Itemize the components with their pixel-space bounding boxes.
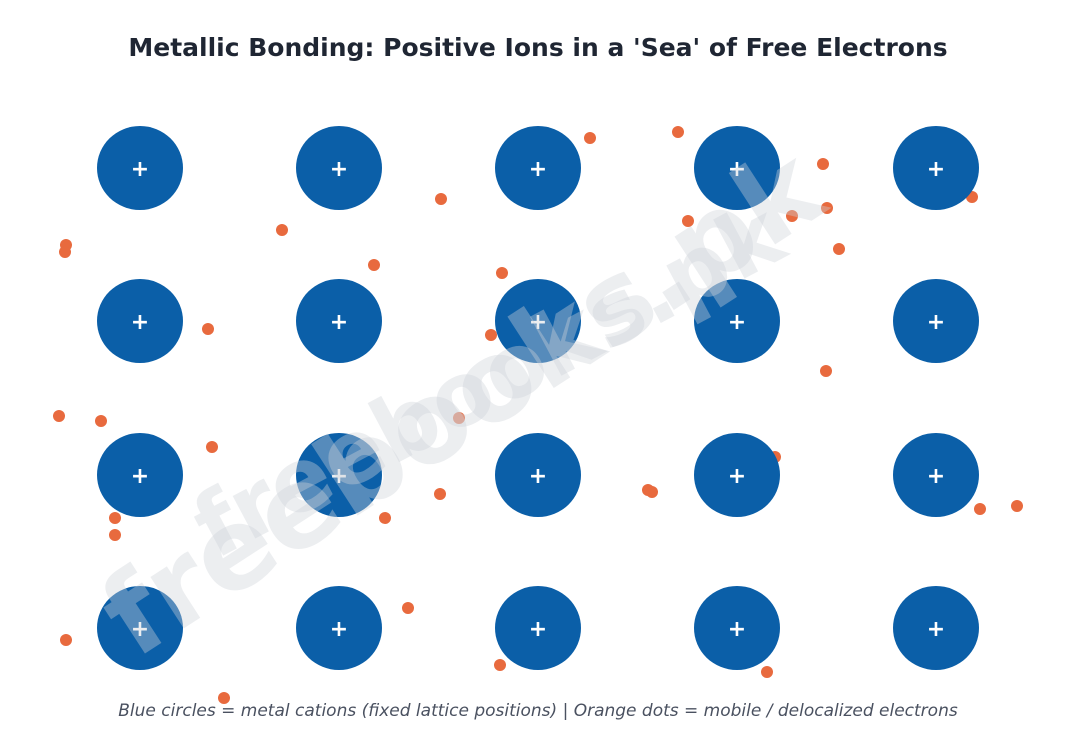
- plus-sign: +: [728, 157, 746, 182]
- electron-dot-2: [59, 246, 71, 258]
- cation-circle: [694, 279, 780, 363]
- cation-2-2: +: [296, 279, 382, 363]
- cation-circle: [296, 433, 382, 517]
- cation-circle: [694, 586, 780, 670]
- plus-sign: +: [927, 464, 945, 489]
- cation-3-5: +: [893, 433, 979, 517]
- electron-dot-3: [276, 224, 288, 236]
- cation-circle: [893, 586, 979, 670]
- electron-dot-32: [60, 634, 72, 646]
- electron-dot-18: [53, 410, 65, 422]
- electron-dot-17: [820, 365, 832, 377]
- cation-4-1: +: [97, 586, 183, 670]
- cation-circle: [495, 586, 581, 670]
- plus-sign: +: [529, 464, 547, 489]
- plus-sign: +: [728, 617, 746, 642]
- plus-sign: +: [330, 617, 348, 642]
- cation-2-1: +: [97, 279, 183, 363]
- cation-lattice: + + + + + + + + + + + + + + + + + + + +: [97, 126, 979, 670]
- electron-sea: [53, 126, 1023, 704]
- electron-dot-20: [453, 412, 465, 424]
- electron-dot-11: [833, 243, 845, 255]
- plus-sign: +: [529, 157, 547, 182]
- cation-circle: [893, 433, 979, 517]
- cation-circle: [893, 126, 979, 210]
- electron-dot-31: [402, 602, 414, 614]
- electron-dot-21: [206, 441, 218, 453]
- cation-circle: [495, 279, 581, 363]
- cation-circle: [97, 433, 183, 517]
- electron-dot-26: [379, 512, 391, 524]
- electron-dot-13: [368, 259, 380, 271]
- plus-sign: +: [131, 464, 149, 489]
- electron-dot-8: [817, 158, 829, 170]
- electron-dot-5: [584, 132, 596, 144]
- plus-sign: +: [330, 157, 348, 182]
- plus-sign: +: [330, 464, 348, 489]
- electron-dot-24: [646, 486, 658, 498]
- electron-dot-27: [109, 512, 121, 524]
- electron-dot-30: [1011, 500, 1023, 512]
- cation-circle: [495, 126, 581, 210]
- electron-dot-7: [682, 215, 694, 227]
- cation-circle: [495, 433, 581, 517]
- cation-3-2: +: [296, 433, 382, 517]
- cation-circle: [97, 586, 183, 670]
- plus-sign: +: [330, 310, 348, 335]
- electron-dot-33: [494, 659, 506, 671]
- cation-circle: [694, 433, 780, 517]
- cation-4-2: +: [296, 586, 382, 670]
- electron-dot-28: [109, 529, 121, 541]
- cation-circle: [296, 126, 382, 210]
- cation-1-4: +: [694, 126, 780, 210]
- cation-4-5: +: [893, 586, 979, 670]
- plus-sign: +: [131, 157, 149, 182]
- electron-dot-16: [485, 329, 497, 341]
- diagram-title: Metallic Bonding: Positive Ions in a 'Se…: [128, 33, 947, 62]
- cation-circle: [97, 126, 183, 210]
- plus-sign: +: [131, 617, 149, 642]
- plus-sign: +: [529, 310, 547, 335]
- cation-circle: [893, 279, 979, 363]
- electron-dot-19: [95, 415, 107, 427]
- electron-dot-34: [761, 666, 773, 678]
- cation-circle: [97, 279, 183, 363]
- cation-circle: [296, 586, 382, 670]
- plus-sign: +: [927, 617, 945, 642]
- plus-sign: +: [529, 617, 547, 642]
- plus-sign: +: [927, 310, 945, 335]
- cation-circle: [296, 279, 382, 363]
- cation-1-3: +: [495, 126, 581, 210]
- watermark-text-small: freebooks.pk: [177, 181, 802, 579]
- electron-dot-35: [218, 692, 230, 704]
- electron-dot-14: [496, 267, 508, 279]
- cation-3-3: +: [495, 433, 581, 517]
- electron-dot-9: [821, 202, 833, 214]
- cation-2-5: +: [893, 279, 979, 363]
- electron-dot-4: [435, 193, 447, 205]
- plus-sign: +: [131, 310, 149, 335]
- electron-dot-6: [672, 126, 684, 138]
- cation-1-1: +: [97, 126, 183, 210]
- cation-2-4: +: [694, 279, 780, 363]
- plus-sign: +: [927, 157, 945, 182]
- cation-circle: [694, 126, 780, 210]
- cation-3-4: +: [694, 433, 780, 517]
- plus-sign: +: [728, 310, 746, 335]
- cation-1-2: +: [296, 126, 382, 210]
- plus-sign: +: [728, 464, 746, 489]
- cation-3-1: +: [97, 433, 183, 517]
- electron-dot-29: [974, 503, 986, 515]
- cation-4-4: +: [694, 586, 780, 670]
- cation-2-3: +: [495, 279, 581, 363]
- electron-dot-25: [434, 488, 446, 500]
- cation-4-3: +: [495, 586, 581, 670]
- electron-dot-10: [786, 210, 798, 222]
- diagram-caption: Blue circles = metal cations (fixed latt…: [118, 701, 958, 721]
- cation-1-5: +: [893, 126, 979, 210]
- electron-dot-15: [202, 323, 214, 335]
